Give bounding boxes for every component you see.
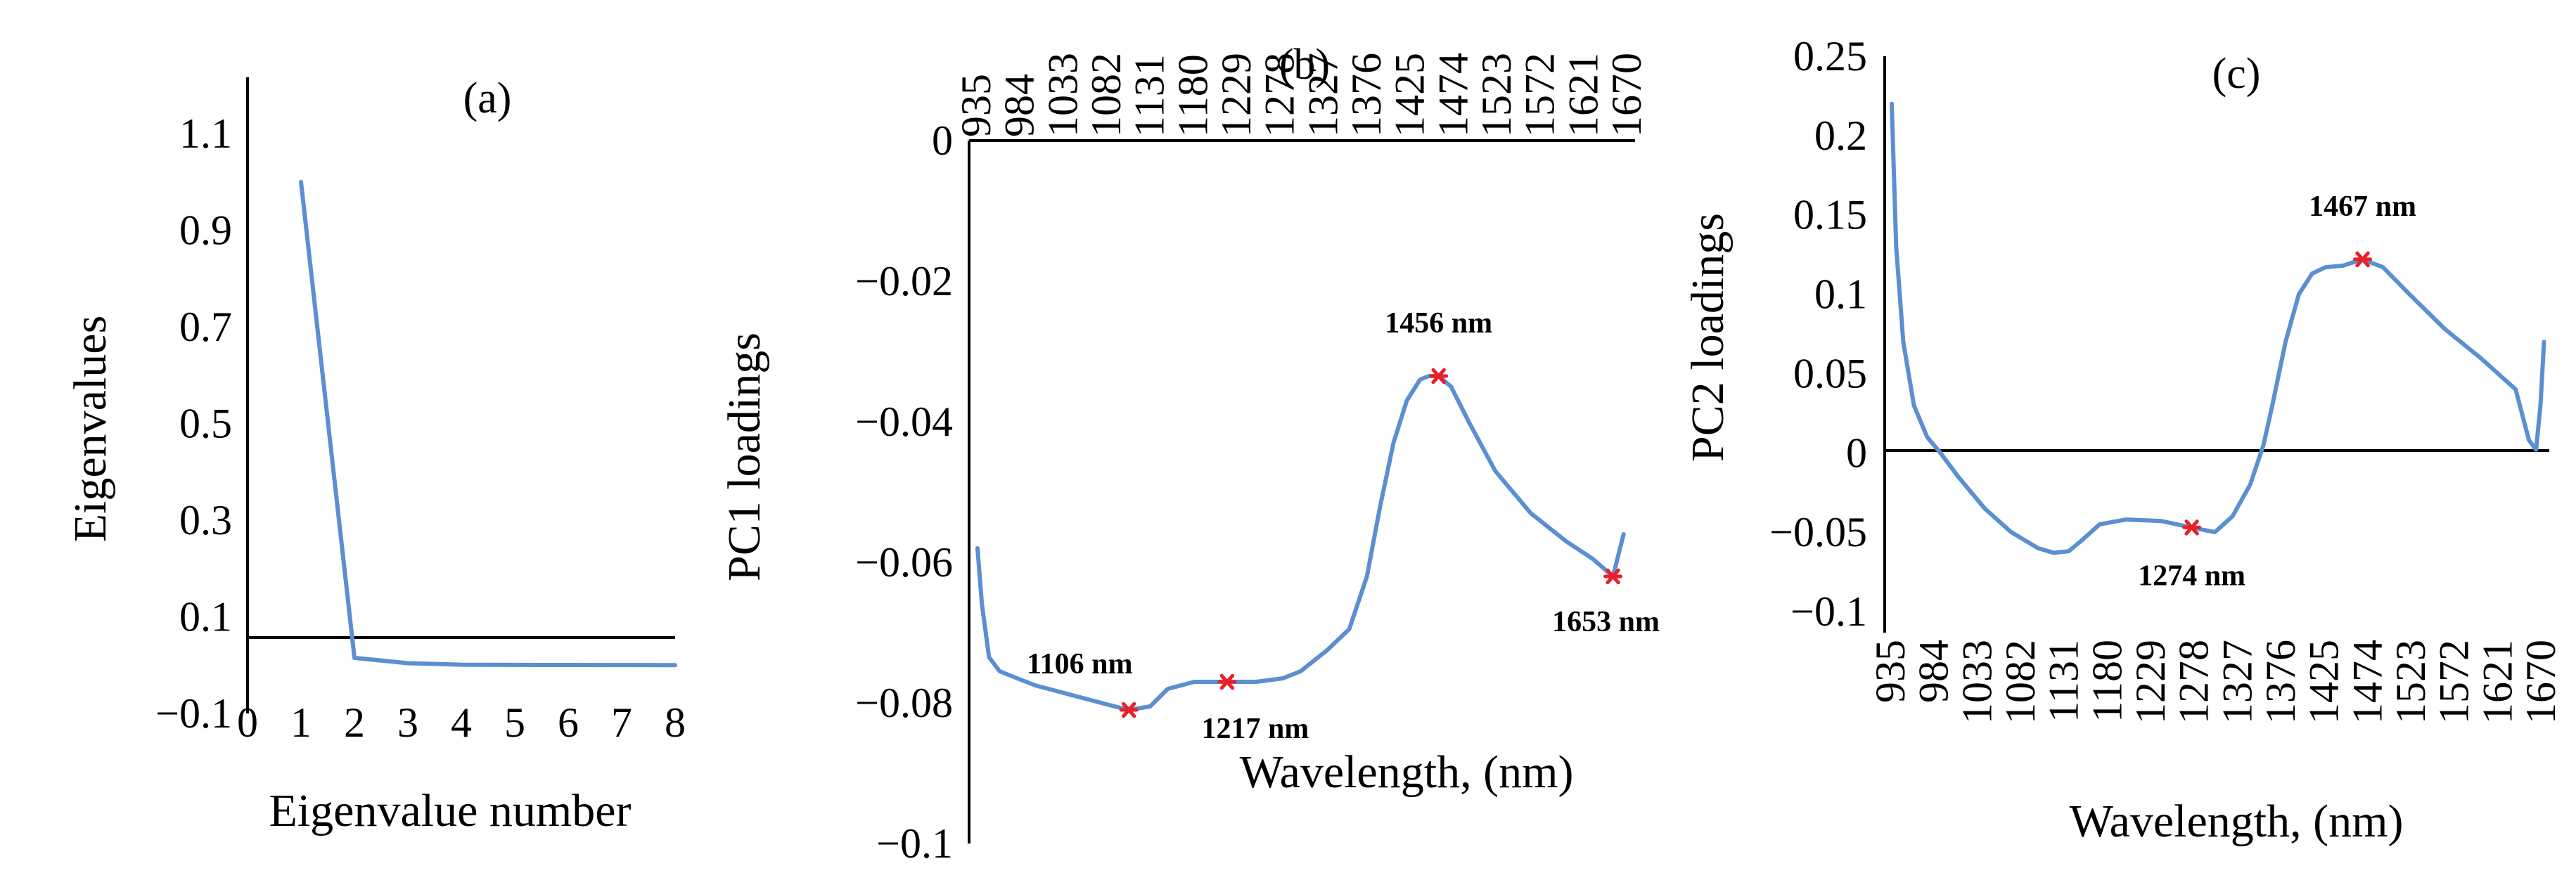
x-tick-label: 2: [344, 699, 365, 746]
series-line-c: [1890, 101, 2546, 555]
x-tick-label: 1131: [2041, 640, 2087, 723]
y-tick-label: −0.08: [855, 680, 953, 726]
x-tick-label: 6: [558, 699, 579, 746]
y-tick-label: −0.04: [855, 399, 953, 445]
x-tick-label: 1474: [1430, 53, 1476, 137]
panel-a: (a) Eigenvalues Eigenvalue number 1.1 0.9…: [65, 75, 686, 836]
y-tick-label: 0.7: [179, 304, 232, 350]
series-line-b: [975, 374, 1626, 712]
x-tick-label: 1033: [1039, 53, 1086, 137]
x-tick-label: 1278: [1257, 53, 1303, 137]
x-tick-label: 1670: [2518, 640, 2564, 724]
peak-label: 1274 nm: [2138, 560, 2245, 592]
x-tick-label: 984: [1911, 640, 1957, 703]
x-tick-label: 1082: [1997, 640, 2044, 724]
x-tick-label: 1278: [2171, 640, 2217, 724]
y-tick-label: −0.02: [855, 258, 953, 304]
x-tick-label: 1621: [1560, 53, 1606, 137]
y-tick-label: −0.1: [1790, 588, 1867, 635]
peak-marker: [1119, 702, 1139, 718]
y-tick-label: 0.25: [1793, 33, 1867, 79]
x-tick-label: 1180: [2084, 640, 2130, 723]
x-tick-label: 1229: [1213, 53, 1260, 137]
ylabel-b: PC1 loadings: [719, 332, 770, 581]
x-tick-label: 1229: [2127, 640, 2174, 724]
panel-b: (b) PC1 loadings Wavelength, (nm) 0 −0.02…: [719, 41, 1660, 867]
peak-marker: [1429, 368, 1449, 384]
x-tick-label: 7: [611, 699, 632, 746]
panel-c: (c) PC2 loadings Wavelength, (nm) 0.25 0.…: [1682, 33, 2564, 847]
x-tick-label: 1327: [1300, 53, 1346, 137]
x-tick-label: 1523: [1473, 53, 1520, 137]
y-tick-label: 0.3: [179, 497, 232, 543]
y-tick-label: 1.1: [179, 110, 232, 157]
peak-label: 1217 nm: [1201, 713, 1309, 745]
panel-label-a: (a): [463, 75, 512, 122]
x-tick-label: 935: [953, 74, 999, 137]
y-tick-label: 0.1: [179, 594, 232, 640]
x-tick-label: 1621: [2474, 640, 2520, 724]
x-tick-label: 4: [451, 699, 472, 746]
x-tick-label: 1425: [1387, 53, 1433, 137]
x-tick-label: 1327: [2214, 640, 2260, 724]
y-tick-label: −0.06: [855, 539, 953, 586]
y-tick-label: 0.15: [1793, 192, 1867, 238]
peak-marker: [2182, 519, 2202, 536]
peak-label: 1106 nm: [1027, 648, 1133, 680]
y-tick-label: −0.1: [155, 690, 232, 737]
panel-label-c: (c): [2212, 50, 2261, 98]
x-tick-label: 1180: [1170, 54, 1216, 137]
y-tick-label: 0.5: [179, 401, 232, 447]
x-tick-label: 1572: [1517, 53, 1563, 137]
peak-label: 1456 nm: [1385, 307, 1492, 340]
peak-marker: [1603, 568, 1623, 585]
series-line-a: [299, 179, 677, 668]
peak-marker: [1217, 673, 1237, 690]
panel-label-b: (b): [1279, 41, 1330, 89]
x-tick-label: 5: [504, 699, 525, 746]
x-tick-label: 1474: [2344, 640, 2390, 724]
xlabel-b: Wavelength, (nm): [1240, 746, 1574, 798]
ylabel-a: Eigenvalues: [65, 316, 116, 543]
x-tick-label: 1131: [1127, 54, 1173, 137]
y-tick-label: 0: [1846, 429, 1867, 476]
x-tick-label: 1376: [2257, 640, 2304, 724]
x-tick-label: 1: [290, 699, 312, 746]
x-tick-label: 8: [665, 699, 686, 746]
x-tick-label: 3: [397, 699, 418, 746]
y-tick-label: 0.1: [1814, 271, 1867, 318]
x-tick-label: 935: [1867, 640, 1914, 703]
xlabel-a: Eigenvalue number: [269, 785, 632, 836]
peak-marker: [2353, 251, 2373, 268]
ylabel-c: PC2 loadings: [1682, 213, 1734, 462]
x-tick-label: 984: [997, 74, 1043, 137]
x-tick-label: 1425: [2301, 640, 2347, 724]
peak-label: 1467 nm: [2309, 190, 2416, 223]
xlabel-c: Wavelength, (nm): [2070, 796, 2404, 847]
x-tick-label: 1670: [1603, 53, 1650, 137]
x-tick-label: 1376: [1343, 53, 1390, 137]
y-tick-label: −0.1: [876, 820, 953, 867]
x-tick-label: 1572: [2431, 640, 2478, 724]
y-tick-label: 0.2: [1814, 112, 1867, 159]
y-tick-label: 0.9: [179, 207, 232, 254]
y-tick-label: 0: [932, 117, 953, 164]
peak-label: 1653 nm: [1552, 606, 1660, 638]
x-tick-label: 1523: [2388, 640, 2434, 724]
x-tick-label: 1082: [1083, 53, 1129, 137]
x-tick-label: 1033: [1954, 640, 2000, 724]
y-tick-label: −0.05: [1769, 509, 1867, 555]
y-tick-label: 0.05: [1793, 350, 1867, 396]
